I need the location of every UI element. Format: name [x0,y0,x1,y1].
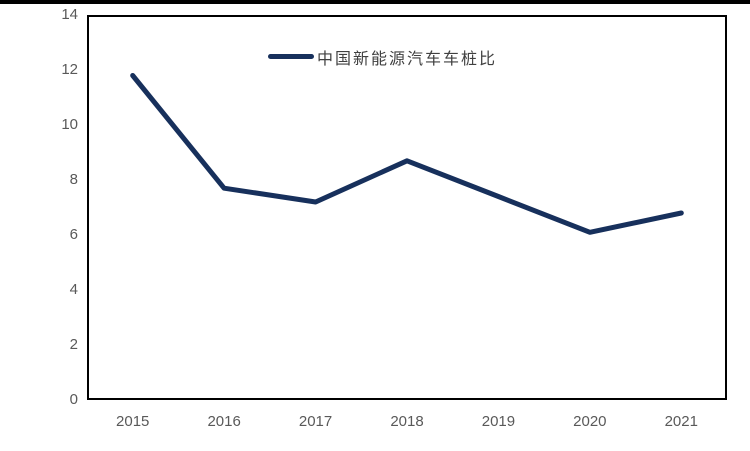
line-chart [130,73,684,235]
legend-label: 中国新能源汽车车桩比 [317,48,498,68]
y-axis-tick-label: 14 [61,6,78,23]
y-axis-tick-label: 0 [69,391,78,408]
y-axis-tick-label: 8 [69,171,78,188]
x-axis-tick-label: 2019 [481,413,516,430]
legend-line-sample [268,54,314,59]
y-axis-tick-label: 2 [69,336,78,353]
legend: 中国新能源汽车车桩比 [268,46,498,68]
series-line [130,73,684,235]
y-axis-tick-label: 4 [69,281,78,298]
x-axis-tick-label: 2018 [390,413,424,430]
x-axis-tick-label: 2017 [298,413,333,430]
y-axis-tick-label: 10 [61,116,78,133]
x-axis-tick-label: 2015 [116,413,150,430]
plot-area [87,15,727,400]
x-axis-tick-label: 2016 [207,413,241,430]
y-axis-tick-label: 12 [61,61,78,78]
window-top-border [0,0,750,4]
x-axis-tick-label: 2020 [573,413,607,430]
x-axis-tick-label: 2021 [664,413,698,430]
y-axis-tick-label: 6 [69,226,78,243]
